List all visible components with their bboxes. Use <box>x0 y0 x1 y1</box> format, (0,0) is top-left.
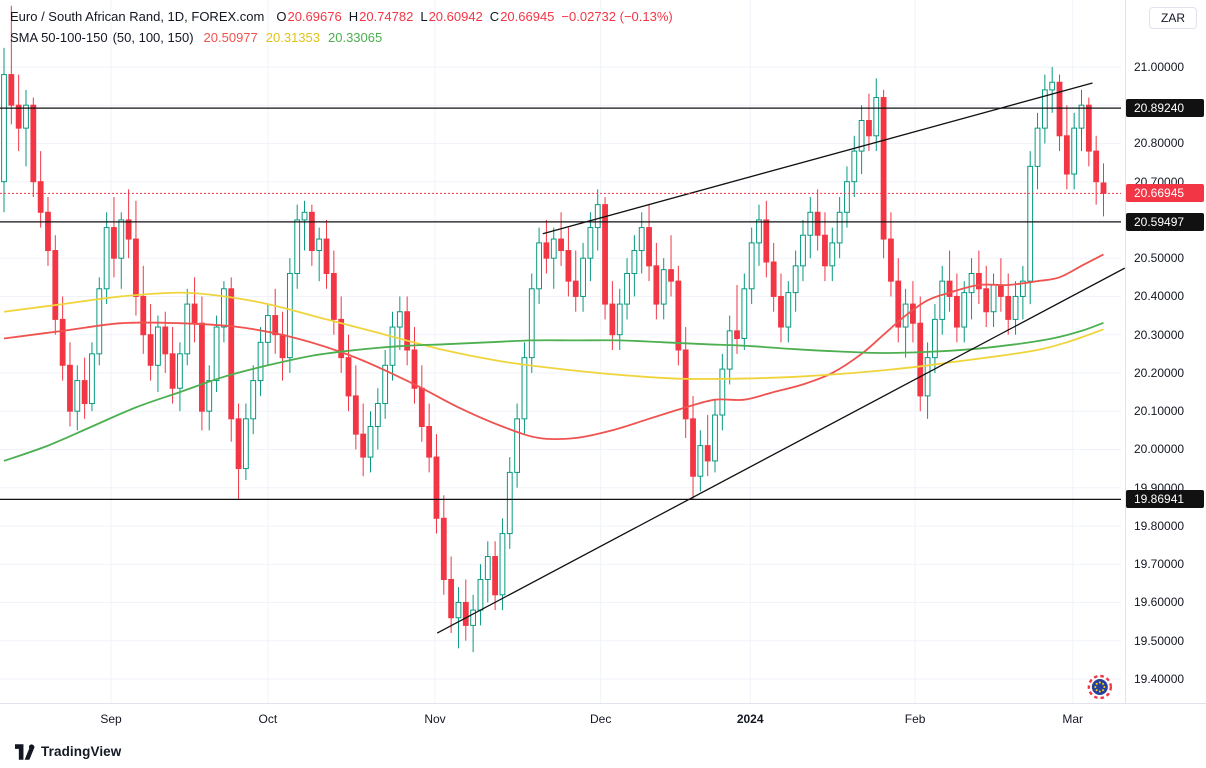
time-label-mar: Mar <box>1062 712 1084 726</box>
chart-pane[interactable]: Euro / South African Rand, 1D, FOREX.com… <box>0 0 1125 703</box>
time-axis[interactable]: Sep Oct Nov Dec 2024 Feb Mar <box>0 703 1206 735</box>
price-tick: 19.40000 <box>1134 671 1185 686</box>
tradingview-logo[interactable]: TradingView <box>15 743 122 760</box>
price-tick: 20.50000 <box>1134 251 1185 266</box>
candlestick-chart <box>0 0 1125 703</box>
sma-lines <box>3 253 1104 462</box>
trend-line-lower[interactable] <box>436 267 1125 634</box>
open-value: 20.69676 <box>287 9 342 24</box>
time-label-oct: Oct <box>258 712 278 726</box>
eu-flag-event-icon[interactable] <box>1087 674 1113 700</box>
high-label: H <box>348 9 359 24</box>
low-label: L <box>420 9 428 24</box>
price-tick: 20.40000 <box>1134 289 1185 304</box>
grid-lines <box>0 0 1121 703</box>
price-tick: 19.80000 <box>1134 518 1185 533</box>
price-tick: 20.30000 <box>1134 327 1185 342</box>
footer-bar: TradingView <box>0 735 1206 768</box>
indicator-value-1: 20.50977 <box>203 30 258 45</box>
price-label-line-3: 19.86941 <box>1126 490 1204 509</box>
open-label: O <box>276 9 287 24</box>
indicator-value-2: 20.31353 <box>265 30 320 45</box>
price-label-line-1: 20.89240 <box>1126 99 1204 118</box>
indicator-value-3: 20.33065 <box>328 30 383 45</box>
indicator-values: 20.50977 20.31353 20.33065 <box>204 30 391 45</box>
price-tick: 20.10000 <box>1134 404 1185 419</box>
price-tick: 19.50000 <box>1134 633 1185 648</box>
close-label: C <box>489 9 500 24</box>
price-tick: 20.00000 <box>1134 442 1185 457</box>
chart-legend: Euro / South African Rand, 1D, FOREX.com… <box>10 6 673 48</box>
indicator-params: (50, 100, 150) <box>112 30 194 45</box>
price-label-line-2: 20.59497 <box>1126 212 1204 231</box>
close-value: 20.66945 <box>500 9 555 24</box>
indicator-name[interactable]: SMA 50-100-150 <box>10 30 108 45</box>
low-pair: L20.60942 <box>420 9 482 24</box>
time-label-2024: 2024 <box>736 712 764 726</box>
indicator-row: SMA 50-100-150 (50, 100, 150) 20.50977 20… <box>10 27 673 48</box>
open-pair: O20.69676 <box>276 9 341 24</box>
tradingview-logo-text: TradingView <box>41 744 122 759</box>
candles <box>1 5 1107 653</box>
sma-150-line[interactable] <box>3 321 1104 462</box>
time-label-dec: Dec <box>589 712 612 726</box>
price-tick: 19.70000 <box>1134 557 1185 572</box>
sma-50-line[interactable] <box>3 253 1104 441</box>
low-value: 20.60942 <box>428 9 483 24</box>
time-label-nov: Nov <box>424 712 446 726</box>
price-tick: 20.20000 <box>1134 365 1185 380</box>
close-pair: C20.66945 <box>490 9 555 24</box>
high-value: 20.74782 <box>359 9 414 24</box>
tradingview-logo-icon <box>15 743 35 760</box>
high-pair: H20.74782 <box>349 9 414 24</box>
price-scale[interactable]: ZAR 21.0000020.9000020.8000020.7000020.6… <box>1125 0 1206 703</box>
price-label-current: 20.66945 <box>1126 184 1204 203</box>
symbol-title[interactable]: Euro / South African Rand, 1D, FOREX.com <box>10 9 265 24</box>
sma-100-line[interactable] <box>3 291 1104 380</box>
price-tick: 19.60000 <box>1134 595 1185 610</box>
currency-badge[interactable]: ZAR <box>1149 7 1197 29</box>
change-value: −0.02732 (−0.13%) <box>561 9 673 24</box>
price-tick: 20.80000 <box>1134 136 1185 151</box>
time-label-feb: Feb <box>904 712 926 726</box>
price-tick: 21.00000 <box>1134 59 1185 74</box>
time-label-sep: Sep <box>100 712 122 726</box>
symbol-row: Euro / South African Rand, 1D, FOREX.com… <box>10 6 673 27</box>
drawings[interactable] <box>0 82 1125 634</box>
